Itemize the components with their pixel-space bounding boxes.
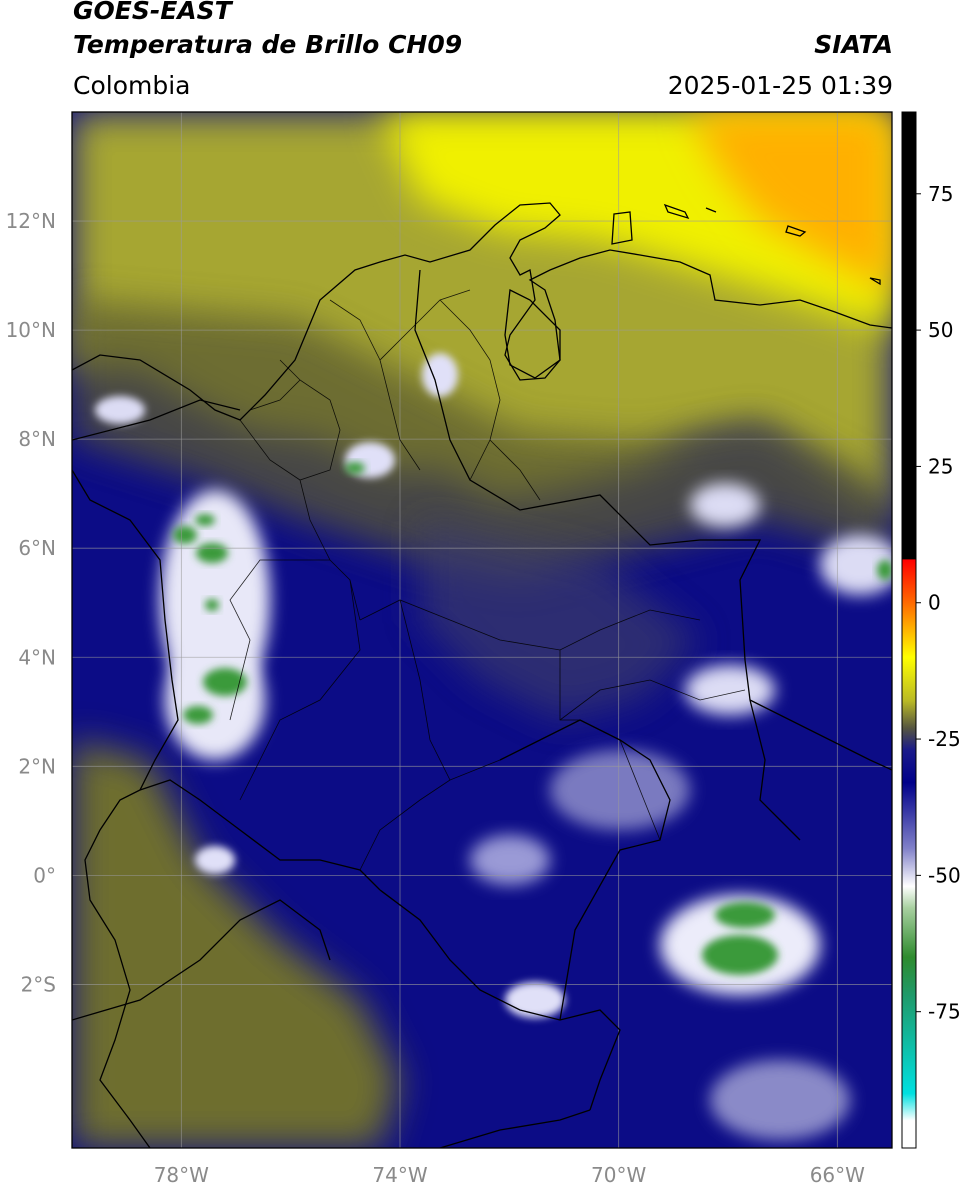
map-frame bbox=[71, 111, 893, 1149]
lon-label: 66°W bbox=[810, 1163, 865, 1187]
colombia-venezuela-border bbox=[414, 269, 801, 841]
lat-label: 12°N bbox=[6, 209, 56, 233]
colorbar-ramp bbox=[902, 112, 916, 1148]
internal-departments bbox=[229, 289, 746, 871]
peru-brazil-border bbox=[439, 1109, 591, 1148]
lat-label: 2°N bbox=[18, 754, 56, 778]
imagery-dark-olive-north bbox=[72, 300, 892, 580]
longitude-labels: 78°W 74°W 70°W 66°W bbox=[154, 1163, 865, 1187]
lon-label: 70°W bbox=[591, 1163, 646, 1187]
aruba-curacao bbox=[611, 203, 881, 286]
pacific-coast bbox=[72, 469, 179, 1148]
lake-maracaibo bbox=[504, 289, 561, 379]
product-title: Temperatura de Brillo CH09 bbox=[73, 30, 463, 59]
imagery-olive-centre bbox=[420, 520, 700, 720]
timestamp-label: 2025-01-25 01:39 bbox=[667, 71, 893, 100]
imagery-olive-pacific bbox=[72, 740, 400, 1148]
colombia-ecuador-border bbox=[139, 779, 381, 891]
map-grid bbox=[72, 112, 892, 1148]
colorbar: 75 50 25 0 -25 -50 -75 bbox=[901, 111, 961, 1149]
colombia-brazil-border bbox=[499, 719, 671, 1021]
imagery-hot-ne bbox=[690, 112, 892, 290]
caribbean-coast bbox=[72, 202, 892, 421]
satellite-title: GOES-EAST bbox=[73, 0, 232, 25]
lat-label: 8°N bbox=[18, 427, 56, 451]
lon-label: 78°W bbox=[154, 1163, 209, 1187]
colorbar-label: -25 bbox=[928, 727, 961, 751]
brand-label: SIATA bbox=[814, 30, 893, 59]
lat-label: 4°N bbox=[18, 645, 56, 669]
panama-border bbox=[72, 399, 241, 441]
satellite-image bbox=[72, 112, 892, 1148]
lon-label: 74°W bbox=[372, 1163, 427, 1187]
coastlines-borders bbox=[72, 202, 892, 1148]
colorbar-label: -50 bbox=[928, 863, 961, 887]
colorbar-label: 75 bbox=[928, 182, 953, 206]
colombia-peru-border bbox=[379, 889, 621, 1111]
colorbar-label: 50 bbox=[928, 318, 953, 342]
latitude-labels: 12°N 10°N 8°N 6°N 4°N 2°N 0° 2°S bbox=[6, 209, 56, 996]
ecuador-peru-border bbox=[72, 899, 331, 1021]
brazil-venezuela-border bbox=[749, 699, 892, 771]
lat-label: 6°N bbox=[18, 536, 56, 560]
colorbar-frame bbox=[901, 111, 917, 1149]
colorbar-label: -75 bbox=[928, 1000, 961, 1024]
colorbar-label: 0 bbox=[928, 591, 941, 615]
region-label: Colombia bbox=[73, 71, 191, 100]
lat-label: 2°S bbox=[21, 972, 56, 996]
lat-label: 10°N bbox=[6, 318, 56, 342]
colorbar-label: 25 bbox=[928, 454, 953, 478]
lat-label: 0° bbox=[33, 863, 56, 887]
